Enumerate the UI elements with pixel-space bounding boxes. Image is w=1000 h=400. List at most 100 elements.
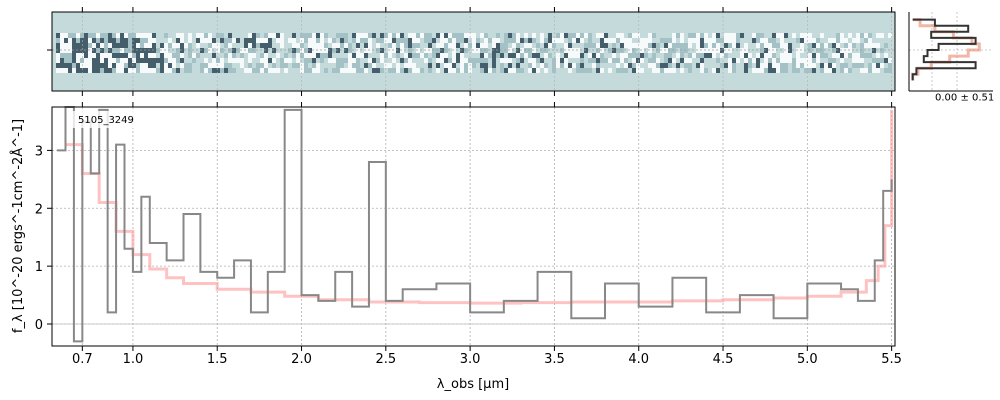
heat-cell — [712, 43, 716, 48]
heat-cell — [784, 48, 788, 53]
heat-cell — [548, 53, 552, 58]
heat-cell — [700, 58, 704, 63]
heat-cell — [168, 43, 172, 48]
heat-cell — [784, 58, 788, 63]
heat-cell — [252, 53, 256, 58]
heat-cell — [312, 58, 316, 63]
heat-cell — [580, 68, 584, 73]
heat-cell — [276, 38, 280, 43]
heat-cell — [812, 43, 816, 48]
heat-cell — [404, 43, 408, 48]
heat-cell — [264, 33, 268, 38]
heat-cell — [648, 38, 652, 43]
heat-cell — [64, 53, 68, 58]
heat-cell — [232, 68, 236, 73]
heat-cell — [408, 53, 412, 58]
heat-cell — [776, 68, 780, 73]
heat-cell — [240, 63, 244, 68]
heat-cell — [80, 48, 84, 53]
heat-cell — [676, 43, 680, 48]
heat-cell — [88, 68, 92, 73]
heat-cell — [248, 43, 252, 48]
heat-cell — [140, 38, 144, 43]
heat-cell — [416, 53, 420, 58]
heat-cell — [404, 68, 408, 73]
heat-cell — [472, 58, 476, 63]
heat-cell — [540, 63, 544, 68]
heat-cell — [164, 43, 168, 48]
heat-cell — [800, 63, 804, 68]
heat-cell — [272, 68, 276, 73]
heat-cell — [168, 58, 172, 63]
heat-cell — [284, 63, 288, 68]
heat-cell — [188, 68, 192, 73]
heat-cell — [84, 58, 88, 63]
heat-cell — [860, 33, 864, 38]
heat-cell — [672, 68, 676, 73]
heat-cell — [612, 43, 616, 48]
heat-cell — [784, 43, 788, 48]
heat-cell — [564, 63, 568, 68]
heat-cell — [128, 43, 132, 48]
heat-cell — [516, 48, 520, 53]
heat-cell — [116, 48, 120, 53]
heat-cell — [348, 68, 352, 73]
heat-cell — [580, 58, 584, 63]
heat-cell — [316, 68, 320, 73]
heat-cell — [532, 63, 536, 68]
heat-cell — [124, 38, 128, 43]
heat-cell — [72, 43, 76, 48]
heat-cell — [812, 53, 816, 58]
heat-cell — [576, 33, 580, 38]
heat-cell — [544, 38, 548, 43]
heat-cell — [436, 48, 440, 53]
heat-cell — [68, 33, 72, 38]
heat-cell — [312, 38, 316, 43]
heat-cell — [464, 33, 468, 38]
heat-cell — [660, 48, 664, 53]
heat-cell — [760, 38, 764, 43]
heat-cell — [508, 63, 512, 68]
heat-cell — [300, 53, 304, 58]
heat-cell — [488, 38, 492, 43]
heat-cell — [104, 38, 108, 43]
heat-cell — [812, 58, 816, 63]
heat-cell — [252, 38, 256, 43]
heat-cell — [460, 53, 464, 58]
heat-cell — [668, 63, 672, 68]
heat-cell — [392, 33, 396, 38]
heat-cell — [652, 43, 656, 48]
heat-cell — [160, 63, 164, 68]
heat-cell — [580, 53, 584, 58]
heat-cell — [564, 53, 568, 58]
heat-cell — [824, 63, 828, 68]
heat-cell — [108, 38, 112, 43]
heat-cell — [100, 33, 104, 38]
heat-cell — [808, 33, 812, 38]
heat-cell — [152, 43, 156, 48]
heat-cell — [360, 68, 364, 73]
heat-cell — [84, 53, 88, 58]
heat-cell — [768, 43, 772, 48]
heat-cell — [124, 48, 128, 53]
heat-cell — [244, 38, 248, 43]
heat-cell — [452, 33, 456, 38]
heat-cell — [864, 53, 868, 58]
heat-cell — [248, 63, 252, 68]
heat-cell — [200, 33, 204, 38]
heat-cell — [868, 68, 872, 73]
heat-cell — [496, 33, 500, 38]
heat-cell — [316, 33, 320, 38]
heat-cell — [88, 38, 92, 43]
heat-cell — [92, 63, 96, 68]
heat-cell — [164, 63, 168, 68]
heat-cell — [88, 48, 92, 53]
heat-cell — [344, 43, 348, 48]
heat-cell — [852, 38, 856, 43]
heat-cell — [880, 48, 884, 53]
heat-cell — [176, 48, 180, 53]
heat-cell — [340, 68, 344, 73]
heat-cell — [356, 43, 360, 48]
heat-cell — [232, 53, 236, 58]
heat-cell — [556, 33, 560, 38]
